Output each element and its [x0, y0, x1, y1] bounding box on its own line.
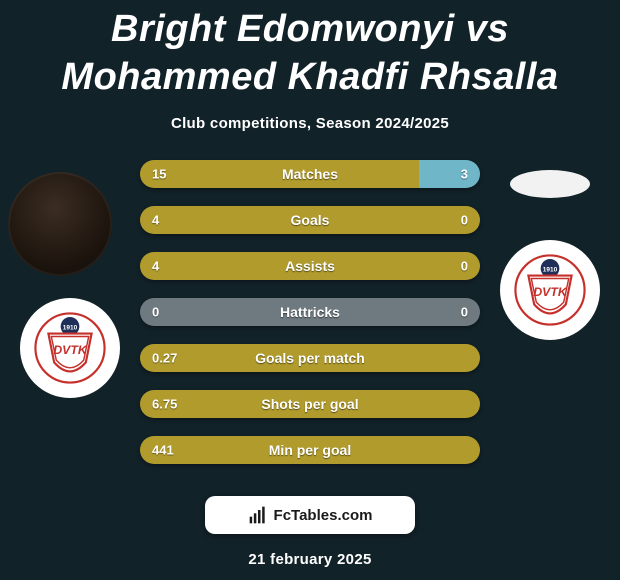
- source-badge: FcTables.com: [205, 496, 415, 534]
- badge-year: 1910: [63, 324, 78, 331]
- stats-area: 1910 DVTK 1910 DVTK 153Matches 40Goals 40A…: [0, 148, 620, 580]
- stat-label: Hattricks: [140, 304, 480, 320]
- badge-text: DVTK: [533, 285, 567, 299]
- stat-row: 0.27Goals per match: [140, 344, 480, 372]
- stat-row: 00Hattricks: [140, 298, 480, 326]
- stat-row: 40Goals: [140, 206, 480, 234]
- badge-year: 1910: [543, 266, 558, 273]
- page-title: Bright Edomwonyi vs Mohammed Khadfi Rhsa…: [0, 6, 620, 101]
- team-right-badge: 1910 DVTK: [500, 240, 600, 340]
- stat-row: 6.75Shots per goal: [140, 390, 480, 418]
- badge-text: DVTK: [53, 343, 87, 357]
- stat-row: 441Min per goal: [140, 436, 480, 464]
- team-left-badge: 1910 DVTK: [20, 298, 120, 398]
- stat-label: Min per goal: [140, 442, 480, 458]
- stat-label: Shots per goal: [140, 396, 480, 412]
- dvtk-logo-icon: 1910 DVTK: [514, 254, 586, 326]
- stat-rows: 153Matches 40Goals 40Assists 00Hattricks 0.2…: [140, 160, 480, 464]
- stat-label: Assists: [140, 258, 480, 274]
- player-right-placeholder: [510, 170, 590, 198]
- source-text: FcTables.com: [274, 507, 373, 524]
- content-root: Bright Edomwonyi vs Mohammed Khadfi Rhsa…: [0, 0, 620, 580]
- dvtk-logo-icon: 1910 DVTK: [34, 312, 106, 384]
- player-left-avatar: [8, 172, 112, 276]
- stat-label: Goals per match: [140, 350, 480, 366]
- date-text: 21 february 2025: [0, 551, 620, 568]
- subtitle: Club competitions, Season 2024/2025: [171, 115, 449, 132]
- stat-row: 153Matches: [140, 160, 480, 188]
- fctables-logo-icon: [248, 505, 268, 525]
- stat-label: Matches: [140, 166, 480, 182]
- stat-label: Goals: [140, 212, 480, 228]
- stat-row: 40Assists: [140, 252, 480, 280]
